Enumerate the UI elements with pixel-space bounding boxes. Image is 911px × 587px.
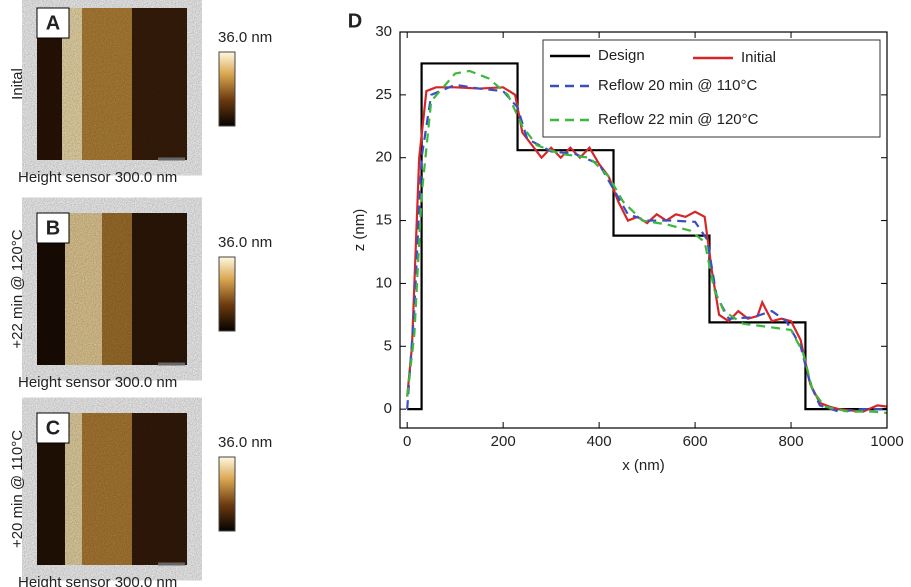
x-tick-label: 200	[491, 433, 516, 450]
y-axis-label: z (nm)	[351, 209, 368, 252]
y-tick-label: 5	[384, 337, 392, 354]
scale-label: 36.0 nm	[218, 29, 272, 46]
x-axis-label: x (nm)	[622, 457, 665, 474]
series-line	[406, 69, 888, 415]
y-tick-label: 25	[375, 86, 392, 103]
side-label: +22 min @ 120°C	[9, 229, 26, 348]
panel-label: C	[46, 417, 60, 439]
y-tick-label: 30	[375, 23, 392, 40]
panel-label: D	[348, 10, 362, 32]
y-tick-label: 0	[384, 400, 392, 417]
legend-label: Initial	[741, 49, 776, 66]
side-label: Inital	[9, 68, 26, 100]
x-tick-label: 600	[683, 433, 708, 450]
caption: Height sensor 300.0 nm	[18, 574, 177, 587]
y-tick-label: 20	[375, 149, 392, 166]
side-label: +20 min @ 110°C	[9, 430, 26, 548]
colorbar	[218, 256, 236, 332]
x-tick-label: 1000	[870, 433, 903, 450]
legend-label: Design	[598, 47, 645, 64]
x-tick-label: 800	[779, 433, 804, 450]
x-tick-label: 400	[587, 433, 612, 450]
legend-label: Reflow 20 min @ 110°C	[598, 77, 758, 94]
y-tick-label: 10	[375, 274, 392, 291]
scale-label: 36.0 nm	[218, 434, 272, 451]
label-box	[36, 412, 70, 444]
scale-label: 36.0 nm	[218, 234, 272, 251]
panel-label: B	[46, 217, 60, 239]
legend-label: Reflow 22 min @ 120°C	[598, 111, 759, 128]
label-box	[36, 212, 70, 244]
series-line	[406, 86, 888, 413]
series-line	[407, 62, 887, 411]
caption: Height sensor 300.0 nm	[18, 374, 177, 391]
x-tick-label: 0	[403, 433, 411, 450]
panel-label: A	[46, 12, 60, 34]
label-box	[36, 7, 70, 39]
colorbar	[218, 51, 236, 127]
legend-box	[542, 39, 881, 138]
plot-frame	[399, 31, 888, 429]
caption: Height sensor 300.0 nm	[18, 169, 177, 186]
y-tick-label: 15	[375, 212, 392, 229]
colorbar	[218, 456, 236, 532]
